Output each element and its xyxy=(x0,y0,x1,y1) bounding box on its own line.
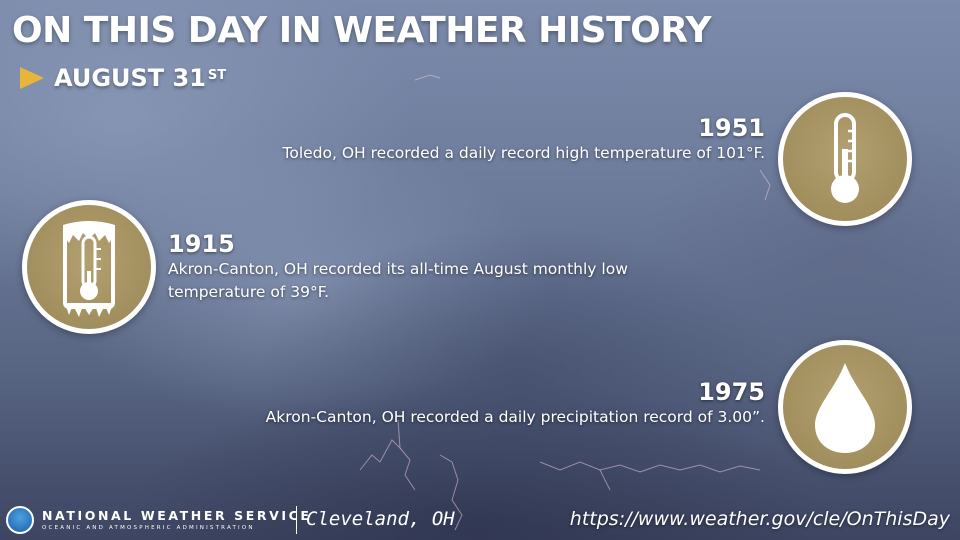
event-description: Akron-Canton, OH recorded its all-time A… xyxy=(168,260,628,301)
agency-subtitle: OCEANIC AND ATMOSPHERIC ADMINISTRATION xyxy=(42,525,255,531)
footer-divider xyxy=(296,506,297,534)
frozen-thermometer-badge xyxy=(22,200,156,334)
thermometer-icon xyxy=(831,113,859,203)
date-suffix: ST xyxy=(207,67,227,83)
agency-name: NATIONAL WEATHER SERVICE xyxy=(42,508,312,523)
noaa-logo-icon xyxy=(6,506,34,534)
on-this-day-url[interactable]: https://www.weather.gov/cle/OnThisDay xyxy=(569,508,950,530)
frozen-thermometer-icon xyxy=(63,221,115,317)
event-description: Akron-Canton, OH recorded a daily precip… xyxy=(265,408,765,426)
date-heading: AUGUST 31 ST xyxy=(20,64,226,92)
event-year: 1951 xyxy=(698,114,765,142)
event-description: Toledo, OH recorded a daily record high … xyxy=(282,144,765,162)
raindrop-icon xyxy=(815,363,875,453)
page-title: ON THIS DAY IN WEATHER HISTORY xyxy=(12,10,712,51)
triangle-arrow-icon xyxy=(20,67,44,89)
event-1951: 1951 Toledo, OH recorded a daily record … xyxy=(165,114,765,165)
thermometer-badge xyxy=(778,92,912,226)
date-label: AUGUST 31 xyxy=(54,64,206,92)
raindrop-badge xyxy=(778,340,912,474)
event-year: 1915 xyxy=(168,230,235,258)
event-year: 1975 xyxy=(698,378,765,406)
office-name: Cleveland, OH xyxy=(306,508,455,530)
event-1975: 1975 Akron-Canton, OH recorded a daily p… xyxy=(125,378,765,429)
event-1915: 1915 Akron-Canton, OH recorded its all-t… xyxy=(168,230,728,304)
